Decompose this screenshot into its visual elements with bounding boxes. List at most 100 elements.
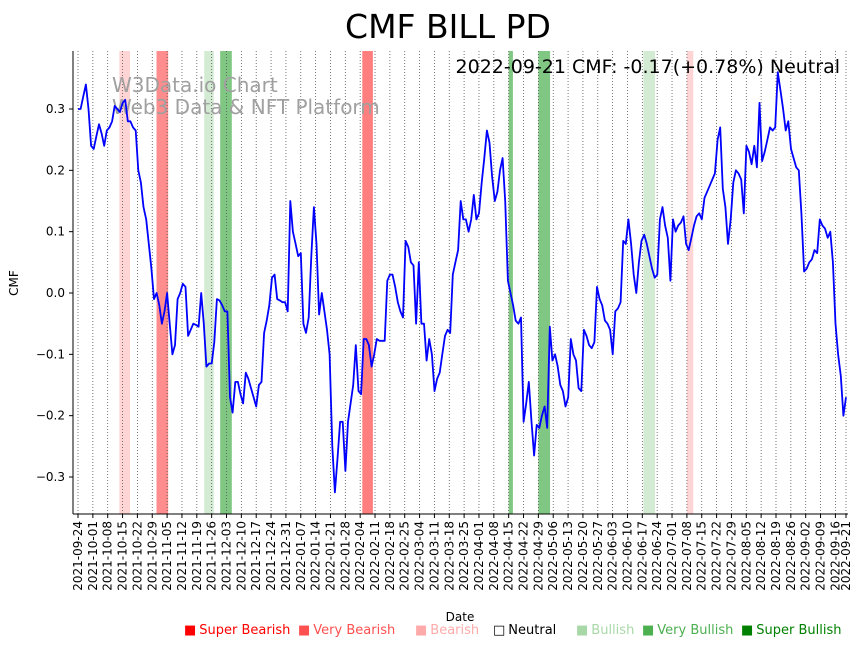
- x-tick-label: 2021-10-08: [101, 521, 115, 591]
- x-tick-label: 2022-07-22: [710, 521, 724, 591]
- x-tick-label: 2022-09-21: [839, 521, 853, 591]
- legend-bullish-icon: ■: [576, 623, 588, 638]
- svg-text:■Super Bullish: ■ Super Bullish: [741, 623, 842, 638]
- y-tick-label: −0.2: [36, 409, 65, 423]
- x-tick-label: 2022-07-15: [695, 521, 709, 591]
- x-tick-label: 2022-08-12: [754, 521, 768, 591]
- x-tick-label: 2022-06-24: [650, 521, 664, 591]
- legend-neutral-icon: □: [493, 623, 505, 638]
- cmf-series-line: [78, 71, 847, 494]
- y-tick-label: 0.1: [46, 225, 65, 239]
- x-tick-label: 2022-07-29: [724, 521, 738, 591]
- x-tick-label: 2022-01-28: [338, 521, 352, 591]
- legend-super-bullish-icon: ■: [741, 623, 753, 638]
- x-tick-label: 2022-04-08: [487, 521, 501, 591]
- legend-very-bearish-icon: ■: [298, 623, 310, 638]
- x-tick-label: 2021-12-10: [234, 521, 248, 591]
- x-tick-label: 2022-07-01: [665, 521, 679, 591]
- legend-super-bullish-label: Super Bullish: [756, 623, 841, 638]
- y-tick-label: 0.0: [46, 286, 65, 300]
- x-tick-label: 2022-03-18: [442, 521, 456, 591]
- x-axis-label: Date: [446, 610, 475, 624]
- legend-bullish-label: Bullish: [591, 623, 634, 638]
- signal-regions: [119, 51, 694, 514]
- x-tick-label: 2022-04-22: [517, 521, 531, 591]
- x-tick-label: 2022-06-17: [635, 521, 649, 591]
- legend-bearish-label: Bearish: [430, 623, 479, 638]
- svg-text:■Bullish: ■ Bullish: [576, 623, 634, 638]
- x-tick-label: 2022-04-29: [531, 521, 545, 591]
- x-tick-label: 2022-02-25: [398, 521, 412, 591]
- latest-value-annotation: 2022-09-21 CMF: -0.17(+0.78%) Neutral: [456, 56, 840, 78]
- x-tick-label: 2022-02-11: [368, 521, 382, 591]
- x-tick-label: 2022-07-08: [680, 521, 694, 591]
- x-tick-label: 2021-10-22: [130, 521, 144, 591]
- x-tick-label: 2022-03-04: [413, 521, 427, 591]
- legend-very-bearish-label: Very Bearish: [313, 623, 395, 638]
- region-very-bullish: [538, 51, 551, 514]
- x-tick-label: 2021-10-01: [86, 521, 100, 591]
- x-tick-label: 2021-09-24: [71, 521, 85, 591]
- legend-neutral-label: Neutral: [508, 623, 556, 638]
- x-tick-label: 2021-11-19: [190, 521, 204, 591]
- x-tick-label: 2021-11-12: [175, 521, 189, 591]
- watermark-line-1: W3Data.io Chart: [112, 73, 278, 97]
- legend-bearish-icon: ■: [415, 623, 427, 638]
- legend-super-bearish-label: Super Bearish: [199, 623, 290, 638]
- x-tick-label: 2022-02-04: [353, 521, 367, 591]
- x-tick-label: 2021-12-03: [220, 521, 234, 591]
- region-bearish: [119, 51, 130, 514]
- x-tick-label: 2022-01-07: [294, 521, 308, 591]
- x-tick-label: 2022-06-10: [620, 521, 634, 591]
- svg-text:■Very Bearish: ■ Very Bearish: [298, 623, 395, 638]
- y-ticks: −0.3 −0.2 −0.1 0.0 0.1 0.2 0.3: [36, 102, 73, 484]
- x-tick-label: 2022-05-13: [561, 521, 575, 591]
- region-super-bearish: [362, 51, 373, 514]
- legend: ■ Super Bearish ■ Very Bearish ■ Bearish □ N…: [184, 623, 842, 638]
- svg-text:■Bearish: ■ Bearish: [415, 623, 479, 638]
- x-tick-label: 2021-12-24: [264, 521, 278, 591]
- x-tick-label: 2022-05-20: [576, 521, 590, 591]
- y-axis-label: CMF: [7, 270, 21, 296]
- x-tick-label: 2021-10-15: [116, 521, 130, 591]
- x-tick-label: 2021-10-29: [145, 521, 159, 591]
- x-tick-label: 2022-09-09: [814, 521, 828, 591]
- x-tick-label: 2022-09-02: [799, 521, 813, 591]
- region-very-bearish: [156, 51, 169, 514]
- svg-text:□Neutral: □ Neutral: [493, 623, 556, 638]
- y-tick-label: −0.3: [36, 470, 65, 484]
- x-tick-label: 2022-05-06: [546, 521, 560, 591]
- x-tick-label: 2021-11-05: [160, 521, 174, 591]
- legend-very-bullish-label: Very Bullish: [657, 623, 733, 638]
- x-tick-label: 2021-11-26: [205, 521, 219, 591]
- x-tick-label: 2022-02-18: [383, 521, 397, 591]
- region-very-bullish: [508, 51, 513, 514]
- x-tick-label: 2022-08-26: [784, 521, 798, 591]
- x-tick-label: 2022-04-15: [502, 521, 516, 591]
- region-very-bullish: [220, 51, 232, 514]
- y-tick-label: −0.1: [36, 347, 65, 361]
- chart-title: CMF BILL PD: [345, 7, 551, 46]
- x-tick-label: 2022-05-27: [591, 521, 605, 591]
- y-tick-label: 0.2: [46, 163, 65, 177]
- x-ticks: 2021-09-24 2021-10-01 2021-10-08 2021-10-15…: [71, 514, 853, 591]
- x-tick-label: 2022-04-01: [472, 521, 486, 591]
- x-tick-label: 2022-08-05: [739, 521, 753, 591]
- svg-text:■Super Bearish: ■ Super Bearish: [184, 623, 290, 638]
- y-tick-label: 0.3: [46, 102, 65, 116]
- region-bullish: [204, 51, 214, 514]
- x-tick-label: 2022-01-14: [309, 521, 323, 591]
- x-tick-label: 2022-01-21: [323, 521, 337, 591]
- region-bearish: [686, 51, 694, 514]
- svg-text:■Very Bullish: ■ Very Bullish: [642, 623, 733, 638]
- x-tick-label: 2022-09-16: [828, 521, 842, 591]
- legend-super-bearish-icon: ■: [184, 623, 196, 638]
- vertical-grid: [77, 51, 847, 514]
- region-bullish: [643, 51, 656, 514]
- x-tick-label: 2022-03-11: [427, 521, 441, 591]
- x-tick-label: 2022-03-25: [457, 521, 471, 591]
- watermark: W3Data.io Chart Web3 Data & NFT Platform: [112, 73, 380, 119]
- legend-very-bullish-icon: ■: [642, 623, 654, 638]
- x-tick-label: 2021-12-17: [249, 521, 263, 591]
